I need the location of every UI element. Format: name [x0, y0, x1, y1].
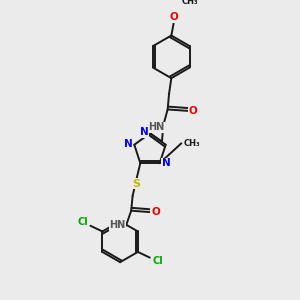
Text: O: O	[169, 12, 178, 22]
Text: O: O	[151, 206, 160, 217]
Text: N: N	[140, 127, 149, 137]
Text: O: O	[189, 106, 198, 116]
Text: N: N	[162, 158, 170, 168]
Text: CH₃: CH₃	[182, 0, 198, 6]
Text: Cl: Cl	[152, 256, 163, 266]
Text: N: N	[124, 139, 132, 148]
Text: HN: HN	[110, 220, 126, 230]
Text: HN: HN	[148, 122, 164, 132]
Text: S: S	[133, 179, 141, 189]
Text: CH₃: CH₃	[184, 139, 200, 148]
Text: Cl: Cl	[77, 218, 88, 227]
